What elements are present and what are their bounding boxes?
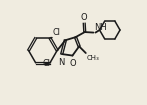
Text: CH₃: CH₃ [86,54,99,61]
Text: Cl: Cl [42,59,50,68]
Text: Cl: Cl [52,28,60,37]
Text: O: O [70,59,76,68]
Text: NH: NH [94,23,107,32]
Text: N: N [58,58,64,67]
Text: O: O [81,13,88,22]
